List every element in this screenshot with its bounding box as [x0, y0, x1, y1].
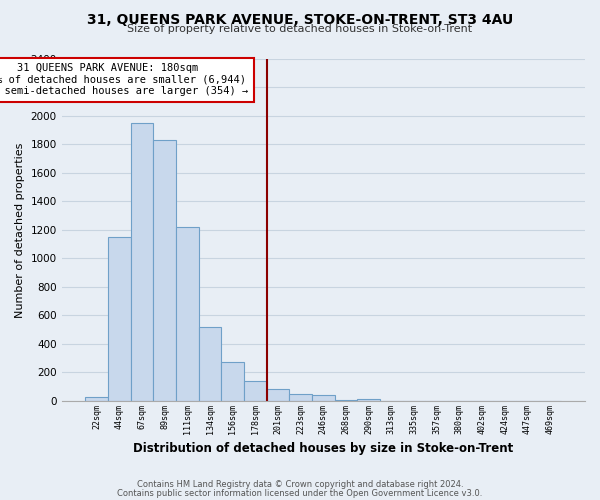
Bar	[335, 400, 358, 401]
Bar	[176, 227, 199, 401]
Y-axis label: Number of detached properties: Number of detached properties	[15, 142, 25, 318]
Bar	[85, 397, 108, 401]
Bar	[312, 395, 335, 401]
X-axis label: Distribution of detached houses by size in Stoke-on-Trent: Distribution of detached houses by size …	[133, 442, 514, 455]
Bar	[199, 327, 221, 401]
Bar	[358, 400, 380, 401]
Bar	[266, 390, 289, 401]
Text: Contains HM Land Registry data © Crown copyright and database right 2024.: Contains HM Land Registry data © Crown c…	[137, 480, 463, 489]
Bar	[221, 362, 244, 401]
Text: Size of property relative to detached houses in Stoke-on-Trent: Size of property relative to detached ho…	[127, 24, 473, 34]
Bar	[289, 394, 312, 401]
Bar	[154, 140, 176, 401]
Bar	[131, 123, 154, 401]
Text: 31 QUEENS PARK AVENUE: 180sqm
← 95% of detached houses are smaller (6,944)
5% of: 31 QUEENS PARK AVENUE: 180sqm ← 95% of d…	[0, 64, 249, 96]
Bar	[108, 237, 131, 401]
Text: 31, QUEENS PARK AVENUE, STOKE-ON-TRENT, ST3 4AU: 31, QUEENS PARK AVENUE, STOKE-ON-TRENT, …	[87, 12, 513, 26]
Bar	[244, 381, 266, 401]
Text: Contains public sector information licensed under the Open Government Licence v3: Contains public sector information licen…	[118, 488, 482, 498]
